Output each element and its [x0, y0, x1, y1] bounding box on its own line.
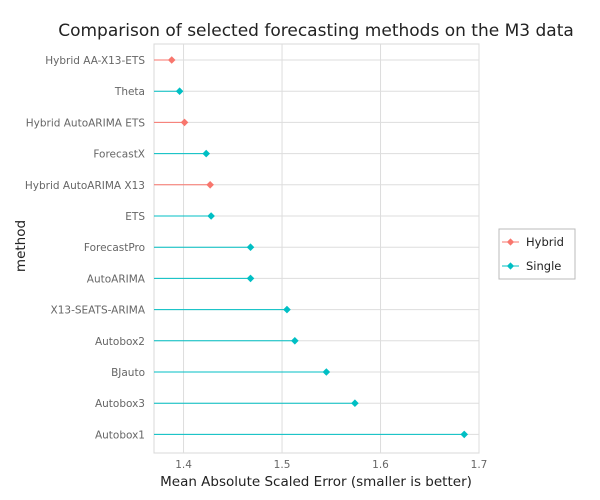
legend-label: Hybrid	[526, 235, 564, 249]
plot-panel	[153, 43, 480, 454]
x-tick-label: 1.6	[372, 459, 389, 471]
data-point	[206, 181, 214, 189]
data-point	[322, 368, 331, 376]
data-point	[246, 274, 255, 283]
y-tick-label: ForecastPro	[84, 242, 145, 254]
y-tick-label: Hybrid AA-X13-ETS	[45, 55, 145, 67]
y-axis-title: method	[13, 220, 29, 272]
y-tick-label: Autobox2	[95, 336, 145, 348]
data-marks	[154, 56, 469, 439]
y-tick-label: Hybrid AutoARIMA ETS	[26, 117, 146, 129]
y-tick-label: X13-SEATS-ARIMA	[51, 305, 146, 317]
y-tick-label: AutoARIMA	[87, 273, 146, 285]
data-point	[283, 305, 291, 314]
x-tick-label: 1.7	[471, 459, 488, 471]
y-tick-label: BJauto	[111, 367, 145, 379]
legend: Hybrid Single	[498, 228, 576, 280]
tick-labels: 1.4 1.5 1.6 1.7 Hybrid AA-X13-ETS Theta Hybrid…	[25, 55, 487, 471]
y-tick-label: Theta	[114, 86, 145, 98]
data-point	[175, 87, 184, 95]
chart-title: Comparison of selected forecasting metho…	[58, 21, 574, 41]
y-tick-label: Autobox3	[95, 398, 145, 410]
data-point	[167, 56, 176, 64]
data-point	[207, 212, 215, 220]
data-point	[180, 118, 189, 127]
legend-key-diamond	[506, 238, 515, 246]
y-tick-label: ForecastX	[93, 149, 145, 161]
data-point	[351, 399, 359, 407]
data-point	[246, 243, 255, 251]
legend-box	[498, 228, 576, 280]
data-point	[202, 149, 210, 158]
data-point	[291, 337, 299, 345]
legend-key-diamond	[506, 262, 515, 270]
data-point	[460, 430, 469, 439]
y-tick-label: Hybrid AutoARIMA X13	[25, 180, 145, 192]
legend-label: Single	[526, 259, 561, 273]
y-tick-label: Autobox1	[95, 429, 145, 441]
x-tick-label: 1.4	[175, 459, 192, 471]
y-tick-label: ETS	[125, 211, 145, 223]
x-axis-title: Mean Absolute Scaled Error (smaller is b…	[160, 474, 472, 490]
x-tick-label: 1.5	[274, 459, 291, 471]
